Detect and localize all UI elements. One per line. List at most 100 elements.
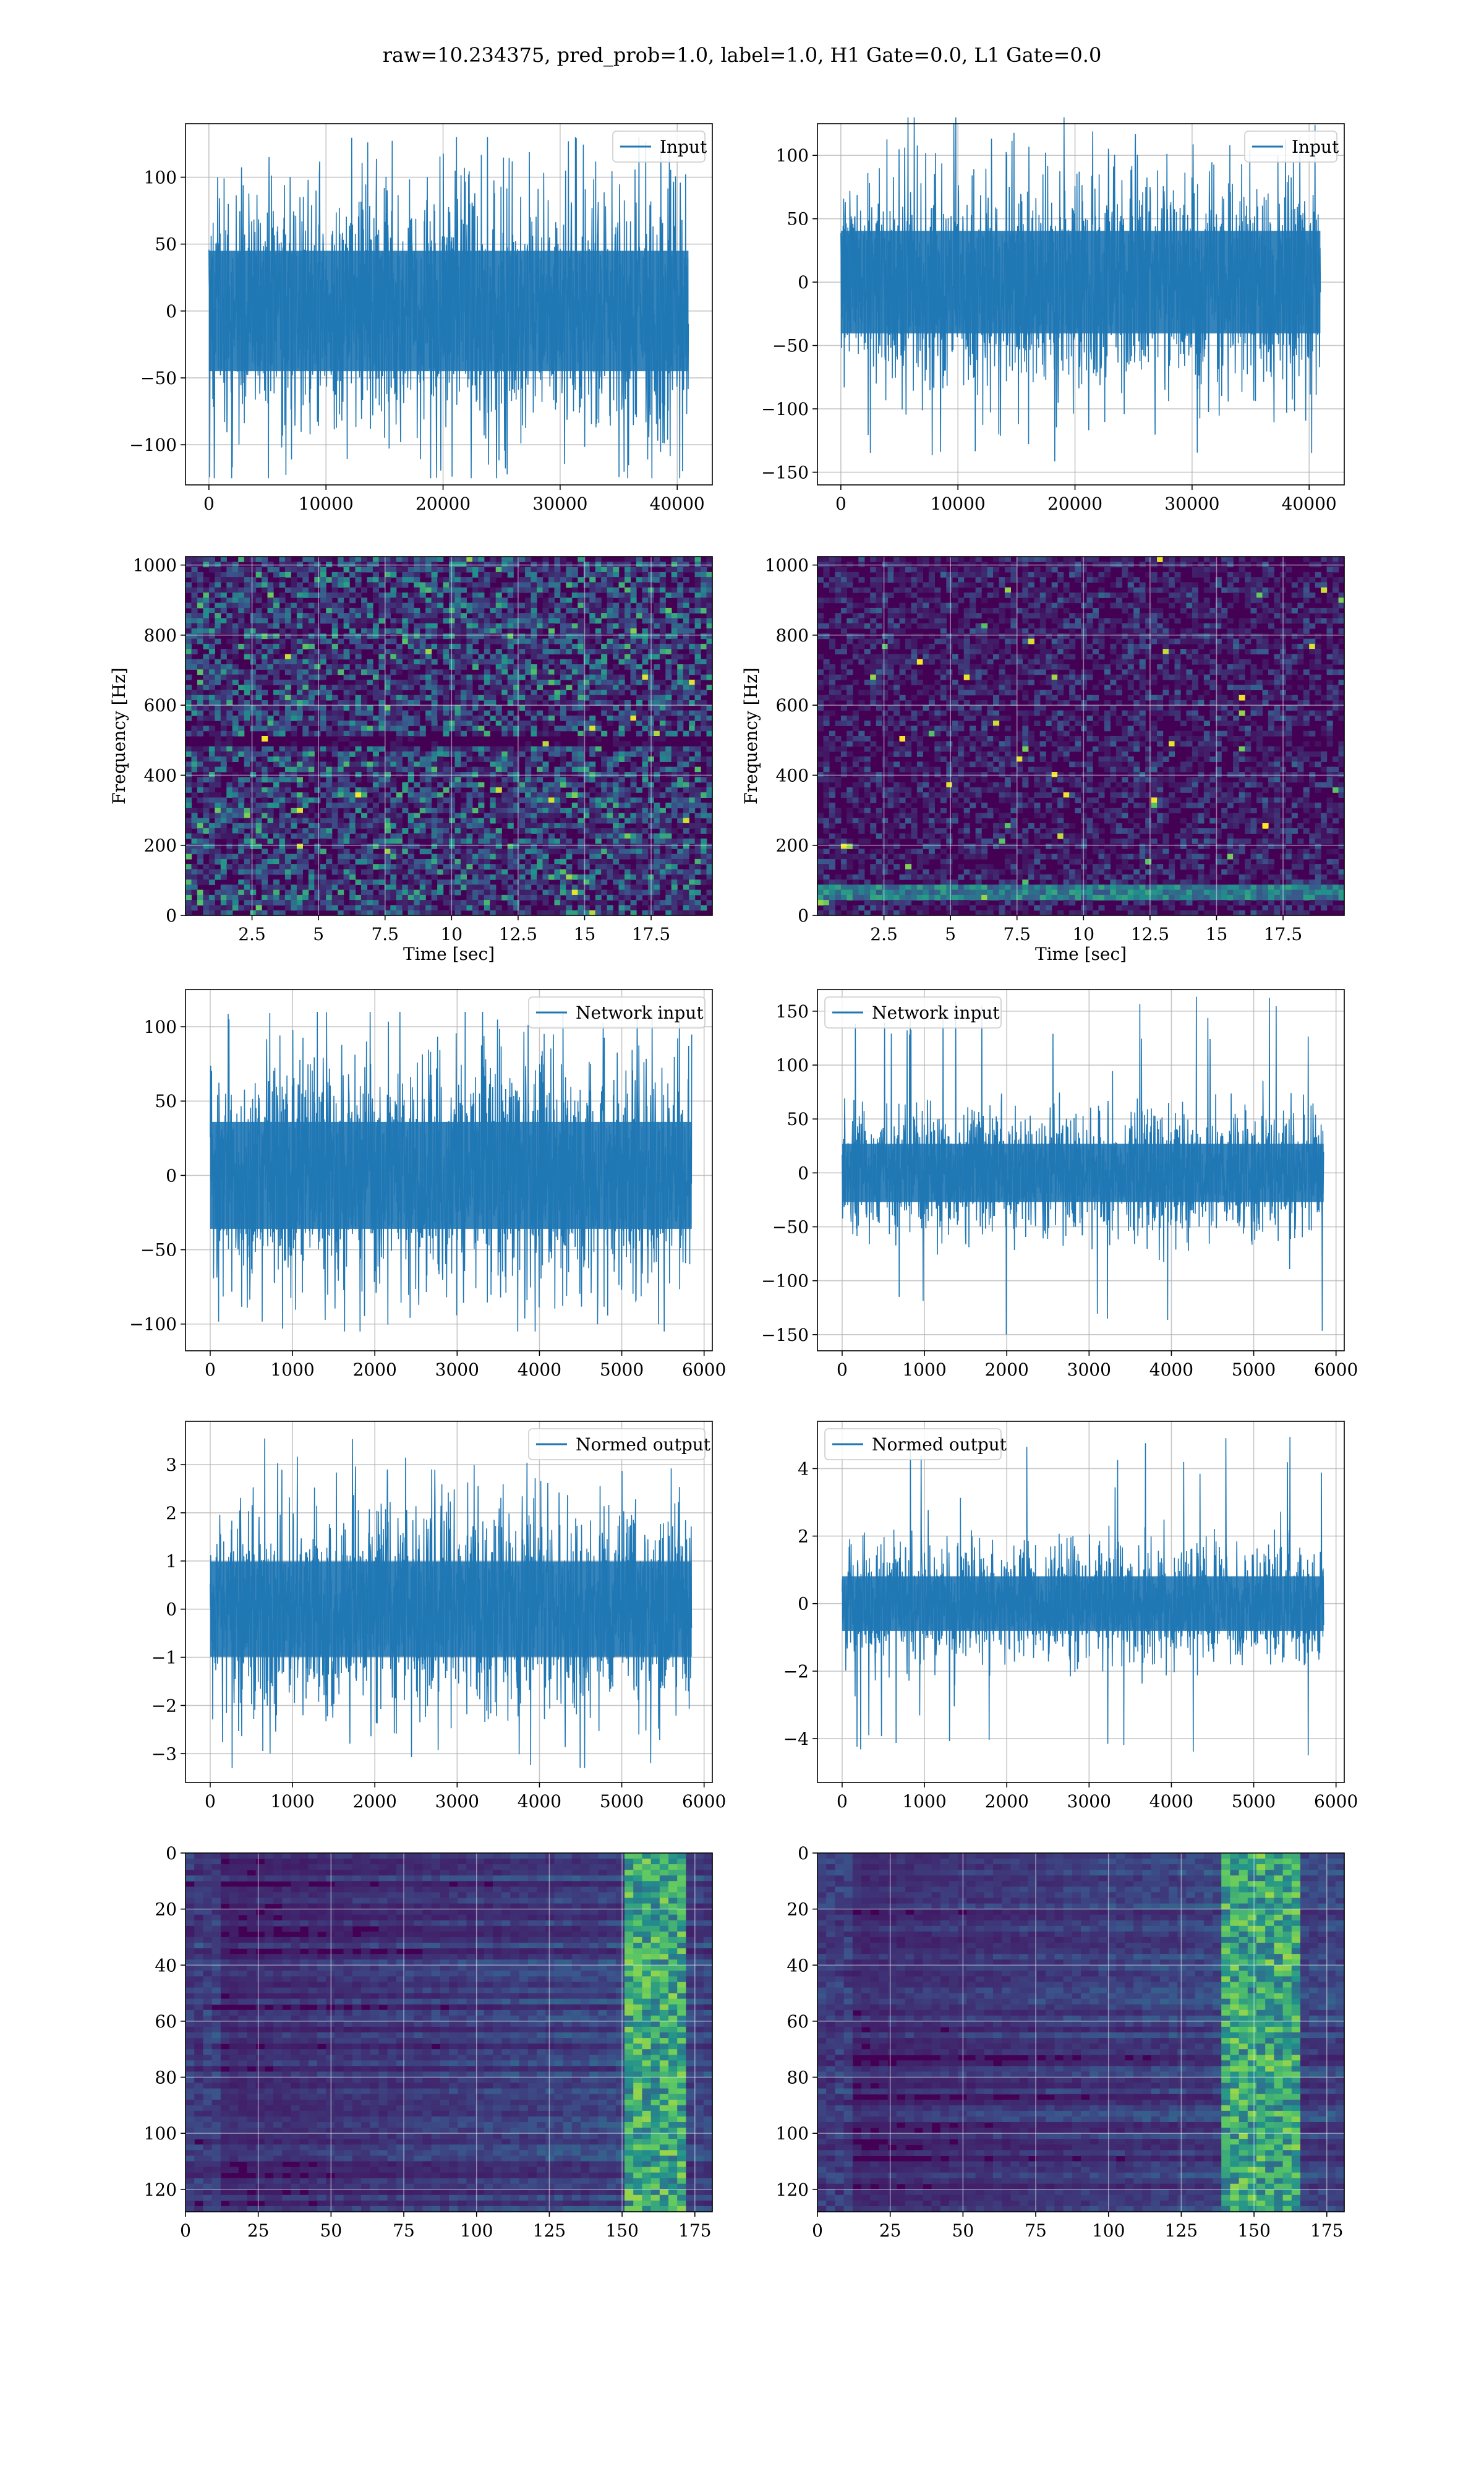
heatmap-cell: [291, 705, 297, 711]
heatmap-cell: [531, 588, 537, 593]
heatmap-cell: [238, 797, 244, 803]
heatmap-cell: [654, 747, 660, 752]
heatmap-cell: [332, 905, 338, 910]
heatmap-cell: [420, 756, 426, 762]
heatmap-cell: [508, 854, 514, 860]
heatmap-cell: [256, 808, 262, 813]
heatmap-cell: [519, 777, 526, 782]
heatmap-cell: [689, 905, 695, 910]
heatmap-cell: [543, 854, 549, 860]
heatmap-cell: [964, 567, 970, 573]
heatmap-cell: [478, 772, 484, 777]
heatmap-cell: [578, 716, 584, 721]
heatmap-cell: [273, 833, 279, 839]
heatmap-cell: [642, 593, 648, 598]
heatmap-cell: [689, 731, 695, 737]
heatmap-cell: [672, 792, 678, 798]
heatmap-cell: [268, 900, 274, 905]
heatmap-cell: [496, 654, 502, 659]
heatmap-cell: [543, 761, 549, 767]
heatmap-cell: [396, 577, 403, 583]
heatmap-cell: [425, 772, 432, 777]
heatmap-cell: [707, 772, 713, 777]
heatmap-cell: [508, 818, 514, 824]
heatmap-cell: [589, 669, 595, 675]
heatmap-cell: [437, 854, 443, 860]
heatmap-cell: [701, 705, 707, 711]
heatmap-cell: [203, 844, 209, 849]
heatmap-cell: [408, 777, 414, 782]
heatmap-cell: [408, 875, 414, 880]
heatmap-cell: [508, 731, 514, 737]
heatmap-cell: [560, 767, 566, 773]
heatmap-cell: [279, 895, 286, 901]
heatmap-cell: [209, 633, 215, 639]
heatmap-cell: [443, 567, 450, 573]
heatmap-cell: [531, 613, 537, 618]
heatmap-cell: [320, 900, 326, 905]
heatmap-cell: [607, 803, 613, 808]
heatmap-cell: [373, 562, 379, 567]
heatmap-cell: [707, 803, 713, 808]
heatmap-cell: [279, 787, 286, 793]
heatmap-cell: [631, 659, 637, 665]
heatmap-cell: [432, 833, 438, 839]
heatmap-cell: [472, 772, 479, 777]
heatmap-cell: [999, 557, 1005, 562]
heatmap-cell: [297, 649, 303, 654]
heatmap-cell: [665, 844, 672, 849]
heatmap-cell: [695, 654, 701, 659]
heatmap-cell: [642, 613, 648, 618]
heatmap-cell: [607, 787, 613, 793]
heatmap-cell: [548, 875, 555, 880]
heatmap-cell: [642, 747, 648, 752]
heatmap-cell: [420, 659, 426, 665]
heatmap-cell: [344, 864, 350, 870]
heatmap-cell: [373, 582, 379, 588]
heatmap-cell: [373, 593, 379, 598]
heatmap-cell: [320, 823, 326, 829]
heatmap-cell: [408, 567, 414, 573]
heatmap-cell: [338, 716, 344, 721]
heatmap-cell: [414, 828, 420, 834]
heatmap-cell: [378, 705, 385, 711]
heatmap-cell: [490, 675, 496, 680]
heatmap-cell: [466, 777, 472, 782]
heatmap-cell: [378, 613, 385, 618]
heatmap-cell: [619, 844, 625, 849]
heatmap-cell: [572, 844, 578, 849]
heatmap-cell: [420, 613, 426, 618]
heatmap-cell: [683, 772, 689, 777]
heatmap-cell: [478, 849, 484, 854]
heatmap-cell: [455, 628, 461, 634]
heatmap-cell: [566, 644, 572, 649]
heatmap-cell: [226, 900, 232, 905]
heatmap-cell: [425, 680, 432, 685]
heatmap-cell: [525, 618, 531, 623]
heatmap-cell: [619, 644, 625, 649]
heatmap-cell: [566, 716, 572, 721]
heatmap-cell: [461, 577, 467, 583]
heatmap-cell: [192, 880, 198, 885]
heatmap-cell: [215, 618, 221, 623]
heatmap-cell: [981, 567, 987, 573]
heatmap-cell: [472, 582, 479, 588]
heatmap-cell: [279, 823, 286, 829]
heatmap-cell: [186, 562, 192, 567]
heatmap-cell: [367, 731, 373, 737]
heatmap-cell: [203, 669, 209, 675]
heatmap-cell: [508, 751, 514, 757]
heatmap-cell: [519, 905, 526, 910]
heatmap-cell: [244, 639, 250, 644]
heatmap-cell: [262, 654, 268, 659]
heatmap-cell: [437, 756, 443, 762]
heatmap-cell: [291, 577, 297, 583]
heatmap-cell: [455, 844, 461, 849]
heatmap-cell: [578, 792, 584, 798]
heatmap-cell: [197, 557, 203, 562]
heatmap-cell: [186, 685, 192, 690]
heatmap-cell: [326, 593, 332, 598]
heatmap-cell: [466, 659, 472, 665]
heatmap-cell: [554, 695, 560, 701]
heatmap-cell: [297, 813, 303, 818]
